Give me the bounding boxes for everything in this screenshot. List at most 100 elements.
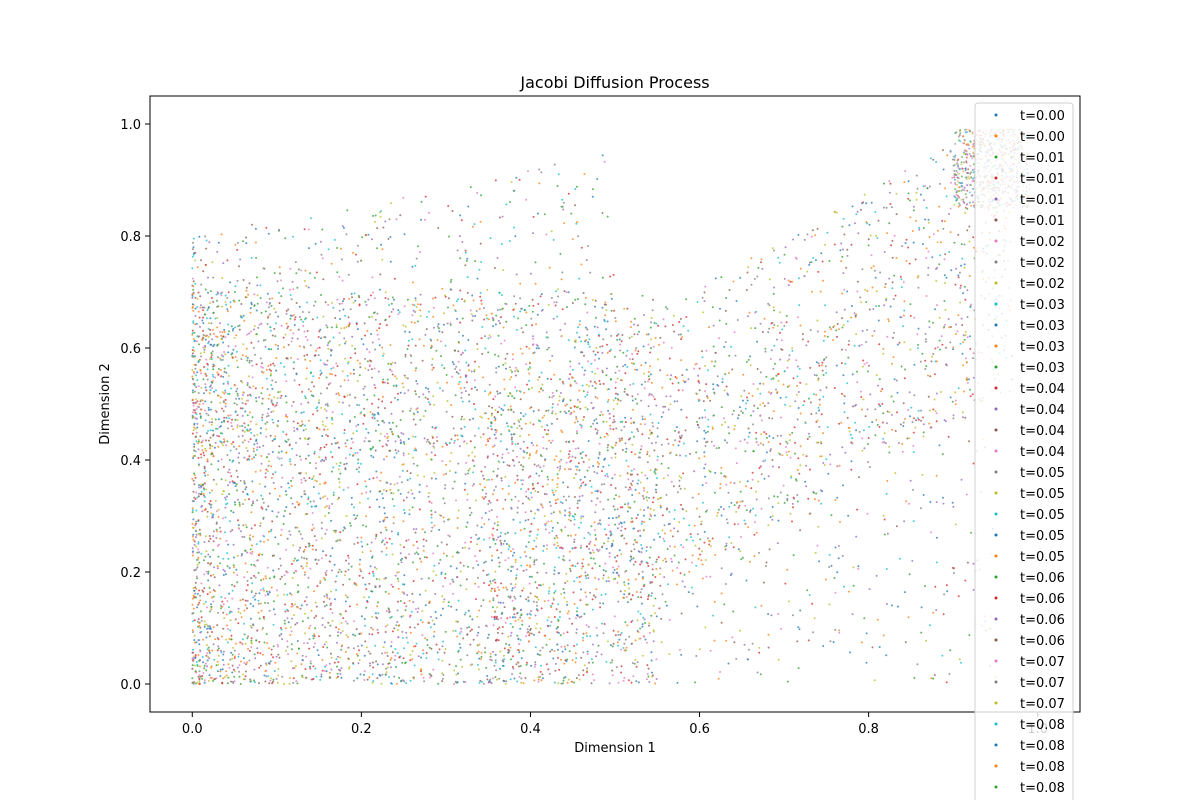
scatter-point bbox=[266, 388, 269, 391]
scatter-point bbox=[506, 617, 509, 620]
scatter-point bbox=[619, 399, 622, 402]
scatter-point bbox=[581, 384, 584, 387]
scatter-point bbox=[480, 605, 483, 607]
scatter-point bbox=[854, 421, 857, 424]
scatter-point bbox=[501, 626, 504, 628]
scatter-point bbox=[270, 384, 273, 386]
scatter-point bbox=[413, 413, 416, 416]
scatter-point bbox=[223, 370, 226, 373]
scatter-point bbox=[241, 414, 244, 417]
scatter-point bbox=[202, 329, 205, 332]
scatter-point bbox=[605, 420, 608, 423]
scatter-point bbox=[508, 643, 511, 646]
scatter-point bbox=[856, 370, 858, 373]
scatter-point bbox=[573, 380, 576, 383]
scatter-point bbox=[813, 498, 816, 501]
scatter-point bbox=[453, 669, 456, 672]
scatter-point bbox=[250, 504, 253, 507]
scatter-point bbox=[517, 370, 520, 373]
scatter-point bbox=[532, 633, 535, 636]
scatter-point bbox=[515, 663, 518, 666]
scatter-point bbox=[401, 591, 404, 594]
scatter-point bbox=[448, 235, 450, 238]
scatter-point bbox=[580, 517, 583, 520]
scatter-point bbox=[197, 542, 200, 545]
scatter-point bbox=[322, 362, 325, 365]
scatter-point bbox=[398, 656, 401, 659]
scatter-point bbox=[487, 351, 490, 354]
scatter-point bbox=[498, 561, 501, 564]
scatter-point bbox=[434, 593, 437, 595]
scatter-point bbox=[390, 310, 393, 313]
scatter-point bbox=[860, 641, 863, 644]
scatter-point bbox=[401, 410, 404, 413]
scatter-point bbox=[507, 492, 510, 495]
scatter-point bbox=[817, 270, 820, 273]
scatter-point bbox=[731, 413, 734, 416]
scatter-point bbox=[207, 276, 209, 279]
scatter-point bbox=[490, 428, 493, 431]
scatter-point bbox=[682, 472, 685, 475]
scatter-point bbox=[624, 421, 627, 424]
scatter-point bbox=[285, 451, 288, 454]
scatter-point bbox=[890, 244, 893, 247]
scatter-point bbox=[696, 605, 699, 608]
scatter-point bbox=[268, 348, 271, 351]
scatter-point bbox=[202, 402, 205, 405]
scatter-point bbox=[227, 543, 230, 546]
scatter-point bbox=[415, 528, 418, 530]
scatter-point bbox=[199, 412, 202, 415]
scatter-point bbox=[195, 545, 198, 548]
scatter-point bbox=[414, 552, 416, 555]
scatter-point bbox=[372, 680, 375, 683]
scatter-point bbox=[209, 436, 212, 439]
scatter-point bbox=[466, 498, 469, 501]
scatter-point bbox=[935, 561, 938, 564]
scatter-point bbox=[365, 646, 368, 649]
scatter-point bbox=[373, 297, 376, 300]
scatter-point bbox=[598, 334, 600, 337]
scatter-point bbox=[893, 331, 895, 334]
scatter-point bbox=[913, 363, 916, 366]
scatter-point bbox=[798, 367, 801, 370]
scatter-point bbox=[307, 228, 310, 231]
scatter-point bbox=[705, 575, 708, 578]
scatter-point bbox=[447, 306, 449, 309]
scatter-point bbox=[388, 449, 391, 452]
scatter-point bbox=[647, 675, 650, 678]
scatter-point bbox=[296, 286, 299, 289]
scatter-point bbox=[646, 453, 649, 456]
scatter-point bbox=[527, 541, 530, 544]
scatter-point bbox=[243, 609, 246, 612]
scatter-point bbox=[838, 631, 841, 634]
scatter-point bbox=[370, 541, 373, 544]
scatter-point bbox=[713, 639, 716, 642]
scatter-point bbox=[522, 465, 525, 468]
scatter-point bbox=[193, 589, 196, 592]
scatter-point bbox=[805, 455, 808, 458]
scatter-point bbox=[479, 415, 482, 418]
scatter-point bbox=[525, 198, 528, 201]
scatter-point bbox=[442, 640, 445, 643]
scatter-point bbox=[519, 310, 522, 313]
scatter-point bbox=[536, 586, 538, 589]
scatter-point bbox=[240, 554, 243, 557]
scatter-point bbox=[845, 266, 848, 269]
scatter-point bbox=[871, 334, 874, 337]
scatter-point bbox=[316, 316, 319, 319]
scatter-point bbox=[479, 292, 482, 294]
scatter-point bbox=[302, 550, 305, 553]
scatter-point bbox=[972, 357, 975, 360]
scatter-point bbox=[912, 431, 915, 434]
scatter-point bbox=[224, 479, 227, 482]
scatter-point bbox=[286, 327, 289, 330]
scatter-point bbox=[450, 278, 453, 281]
scatter-point bbox=[373, 417, 376, 420]
scatter-point bbox=[969, 335, 971, 338]
scatter-point bbox=[821, 490, 824, 493]
scatter-point bbox=[244, 642, 247, 645]
scatter-point bbox=[427, 577, 430, 580]
scatter-point bbox=[912, 520, 915, 523]
scatter-point bbox=[403, 374, 406, 377]
scatter-point bbox=[352, 662, 355, 664]
